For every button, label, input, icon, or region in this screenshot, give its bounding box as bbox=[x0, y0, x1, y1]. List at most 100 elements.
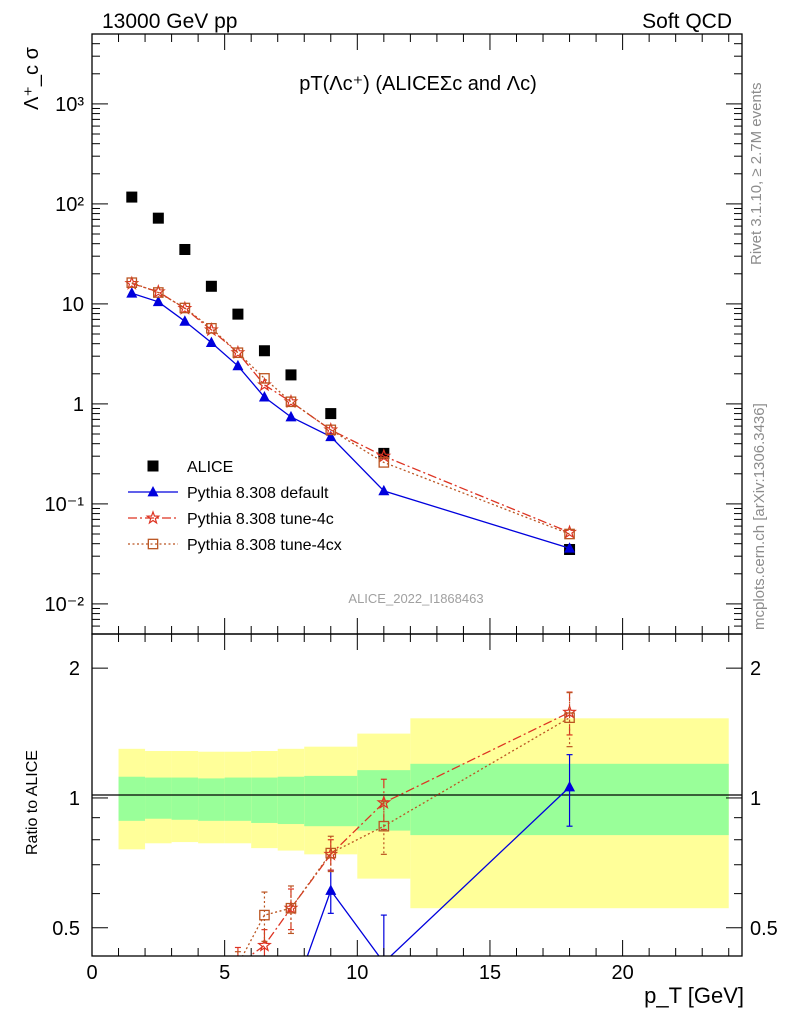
ratio-point bbox=[259, 909, 270, 921]
legend-label: Pythia 8.308 tune-4cx bbox=[187, 537, 342, 554]
data-point bbox=[179, 243, 191, 255]
data-point bbox=[179, 302, 191, 314]
data-point bbox=[325, 424, 337, 436]
inner-band bbox=[171, 777, 199, 820]
x-tick-label: 5 bbox=[219, 962, 230, 984]
data-point bbox=[152, 295, 164, 307]
legend-label: ALICE bbox=[187, 459, 233, 476]
ratio-point bbox=[219, 983, 231, 994]
header-right: Soft QCD bbox=[642, 10, 732, 33]
data-point bbox=[205, 280, 217, 292]
inner-band bbox=[145, 777, 172, 819]
legend-marker bbox=[147, 485, 159, 497]
inner-band bbox=[118, 776, 146, 821]
legend-marker bbox=[147, 460, 159, 472]
ratio-pythia-8-308-tune-4cx bbox=[233, 692, 575, 969]
ratio-point bbox=[378, 820, 390, 832]
ratio-point bbox=[232, 959, 244, 970]
main-series bbox=[124, 191, 577, 555]
ratio-point bbox=[564, 712, 575, 724]
inner-band bbox=[277, 776, 305, 825]
y-tick-label: 1 bbox=[73, 394, 84, 416]
y-tick-label: 1 bbox=[69, 788, 80, 810]
ratio-pythia-8-308-default bbox=[299, 754, 576, 969]
series-pythia-8-308-tune-4cx bbox=[126, 277, 575, 540]
inner-band bbox=[224, 777, 252, 821]
inner-band bbox=[198, 778, 225, 821]
x-tick-label: 20 bbox=[611, 962, 633, 984]
ratio-y-axis: 0.5 0.5 1 1 2 2 bbox=[52, 658, 778, 940]
y-tick-label: 10 bbox=[62, 294, 84, 316]
rivet-label: Rivet 3.1.10, ≥ 2.7M events bbox=[748, 83, 765, 266]
plot-title: pT(Λc⁺) (ALICEΣc and Λc) bbox=[299, 73, 536, 95]
ratio-point bbox=[562, 704, 577, 719]
ratio-point bbox=[325, 884, 337, 895]
ratio-point bbox=[285, 902, 297, 914]
data-point bbox=[232, 308, 244, 320]
series-line bbox=[131, 282, 570, 535]
ratio-point bbox=[325, 847, 337, 859]
legend-marker bbox=[147, 538, 159, 550]
y-tick-label: 10⁻² bbox=[45, 594, 85, 616]
y-axis-label-top: Λ⁺_c σ bbox=[21, 46, 43, 110]
data-point bbox=[378, 484, 390, 496]
series-line bbox=[131, 282, 570, 533]
header-left: 13000 GeV pp bbox=[102, 10, 237, 33]
y-tick-label: 2 bbox=[69, 658, 80, 680]
y-tick-label: 10⁻¹ bbox=[45, 494, 85, 516]
main-y-axis: 10⁻² 10⁻¹ 1 10 10² 10³ bbox=[45, 33, 742, 635]
ratio-point bbox=[299, 959, 310, 969]
ratio-frame bbox=[91, 633, 743, 957]
ratio-point bbox=[233, 960, 242, 969]
ratio-point bbox=[378, 957, 389, 967]
data-point bbox=[153, 287, 164, 298]
watermark: ALICE_2022_I1868463 bbox=[348, 591, 483, 606]
ratio-point bbox=[257, 937, 272, 952]
y-tick-label-right: 2 bbox=[750, 658, 761, 680]
legend-label: Pythia 8.308 default bbox=[187, 485, 329, 502]
main-x-axis bbox=[91, 34, 730, 634]
data-point bbox=[206, 322, 217, 334]
data-point bbox=[376, 448, 392, 463]
data-point bbox=[378, 447, 390, 459]
data-point bbox=[378, 457, 390, 468]
data-point bbox=[232, 347, 244, 359]
data-point bbox=[259, 373, 270, 384]
inner-band bbox=[304, 775, 358, 827]
y-tick-label-right: 0.5 bbox=[750, 918, 778, 940]
mcplots-label: mcplots.cern.ch [arXiv:1306.3436] bbox=[751, 403, 768, 630]
data-point bbox=[285, 410, 297, 422]
ratio-point bbox=[564, 780, 576, 792]
x-tick-label: 15 bbox=[479, 962, 501, 984]
data-point bbox=[232, 359, 244, 371]
data-point bbox=[126, 191, 138, 203]
y-tick-label: 0.5 bbox=[52, 918, 80, 940]
legend-marker bbox=[145, 510, 161, 525]
data-point bbox=[126, 287, 138, 298]
data-point bbox=[152, 212, 164, 224]
data-point bbox=[564, 542, 576, 553]
x-tick-label: 0 bbox=[86, 962, 97, 984]
series-pythia-8-308-default bbox=[126, 287, 576, 553]
data-point bbox=[179, 315, 191, 326]
y-tick-label: 10² bbox=[55, 194, 84, 216]
main-plot: 10⁻² 10⁻¹ 1 10 10² 10³ pT(Λc⁺) (ALICEΣc and Λ… bbox=[21, 33, 743, 635]
y-axis-label-bottom: Ratio to ALICE bbox=[24, 750, 41, 855]
ratio-plot: 0.5 0.5 1 1 2 2 0 5 10 15 20 Ratio to ALICE p_T [… bbox=[24, 633, 778, 1008]
ratio-point bbox=[376, 794, 392, 810]
series-line bbox=[131, 292, 570, 549]
data-point bbox=[126, 277, 138, 289]
data-point bbox=[564, 528, 575, 540]
data-point bbox=[258, 345, 270, 357]
legend: ALICE Pythia 8.308 default Pythia 8.308 tu… bbox=[128, 459, 342, 554]
legend-label: Pythia 8.308 tune-4c bbox=[187, 511, 334, 528]
data-point bbox=[325, 408, 337, 420]
data-point bbox=[285, 369, 297, 381]
ratio-line bbox=[241, 717, 570, 956]
x-tick-label: 10 bbox=[346, 962, 368, 984]
ratio-line bbox=[306, 786, 571, 956]
y-tick-label-right: 1 bbox=[750, 788, 761, 810]
ratio-series bbox=[219, 691, 577, 994]
data-point bbox=[258, 391, 270, 402]
